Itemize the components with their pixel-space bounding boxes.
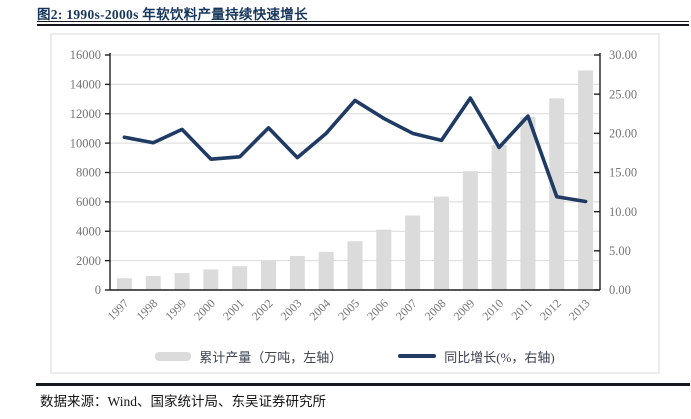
x-axis-year-label: 2002 [249, 296, 276, 323]
right-axis-tick-label: 5.00 [609, 244, 631, 258]
x-axis-year-label: 2006 [364, 296, 391, 323]
left-axis-tick-label: 0 [95, 283, 101, 297]
x-axis-year-label: 2000 [191, 296, 218, 323]
bar-2005 [347, 241, 363, 290]
left-axis-tick-label: 14000 [70, 78, 101, 92]
bar-2011 [520, 116, 536, 290]
footer-divider-rule [36, 383, 690, 386]
right-axis-tick-label: 20.00 [609, 127, 637, 141]
bar-series-swatch [155, 351, 192, 361]
x-axis-year-label: 2004 [306, 296, 333, 323]
right-axis-tick-label: 10.00 [609, 205, 637, 219]
left-axis-tick-label: 12000 [70, 107, 101, 121]
x-axis-year-label: 2013 [566, 296, 593, 323]
left-axis-tick-label: 6000 [76, 195, 101, 209]
chart-panel: 0 2000 4000 6000 8000 10000 12000 14000 16000 0.0… [50, 33, 660, 374]
bar-2006 [376, 229, 392, 290]
right-axis-tick-label: 30.00 [609, 48, 637, 62]
bar-2001 [232, 266, 248, 290]
left-axis-tick-label: 2000 [76, 254, 101, 268]
line-series-swatch [398, 354, 437, 358]
bar-2003 [289, 255, 305, 290]
bar-2007 [405, 215, 421, 290]
x-axis-year-label: 2010 [479, 296, 506, 323]
bar-1999 [174, 273, 190, 290]
legend-label-production: 累计产量（万吨，左轴） [199, 349, 343, 365]
bar-2008 [433, 196, 449, 290]
left-axis-tick-label: 8000 [76, 166, 101, 180]
x-axis-year-label: 2001 [220, 296, 247, 323]
bar-2002 [261, 260, 277, 290]
bar-1997 [116, 278, 132, 290]
bar-2013 [578, 70, 594, 290]
left-axis-tick-label: 4000 [76, 224, 101, 238]
left-axis-tick-label: 16000 [70, 48, 101, 62]
x-axis-year-label: 2005 [335, 296, 362, 323]
data-source-note: 数据来源：Wind、国家统计局、东吴证券研究所 [40, 394, 326, 409]
x-axis-year-label: 2003 [278, 296, 305, 323]
bar-1998 [145, 276, 161, 290]
x-axis-year-label: 1997 [105, 296, 132, 323]
figure-title: 图2: 1990s-2000s 年软饮料产量持续快速增长 [37, 7, 308, 22]
title-divider-double-rule [37, 21, 689, 26]
growth-line-series [122, 96, 588, 204]
x-axis-year-label: 1998 [133, 296, 160, 323]
bar-2010 [491, 145, 507, 290]
x-axis-year-label: 2008 [422, 296, 449, 323]
x-axis-year-label: 2011 [509, 296, 536, 323]
right-axis-tick-label: 0.00 [609, 283, 631, 297]
legend-item-growth: 同比增长(%，右轴) [398, 347, 555, 366]
right-axis-tick-label: 15.00 [609, 166, 637, 180]
x-axis-year-label: 2007 [393, 296, 420, 323]
left-axis-tick-label: 10000 [70, 136, 101, 150]
x-axis-year-label: 1999 [162, 296, 189, 323]
bar-2009 [462, 171, 478, 290]
bar-2000 [203, 269, 219, 290]
right-axis-tick-label: 25.00 [609, 87, 637, 101]
x-axis-year-label: 2009 [451, 296, 478, 323]
combo-chart-canvas: 0 2000 4000 6000 8000 10000 12000 14000 16000 0.0… [70, 48, 637, 323]
legend-label-growth: 同比增长(%，右轴) [444, 349, 555, 365]
chart-legend: 累计产量（万吨，左轴） 同比增长(%，右轴) [52, 346, 658, 366]
legend-item-production: 累计产量（万吨，左轴） [155, 347, 342, 366]
x-axis-year-label: 2012 [537, 296, 564, 323]
bar-2004 [318, 251, 334, 290]
